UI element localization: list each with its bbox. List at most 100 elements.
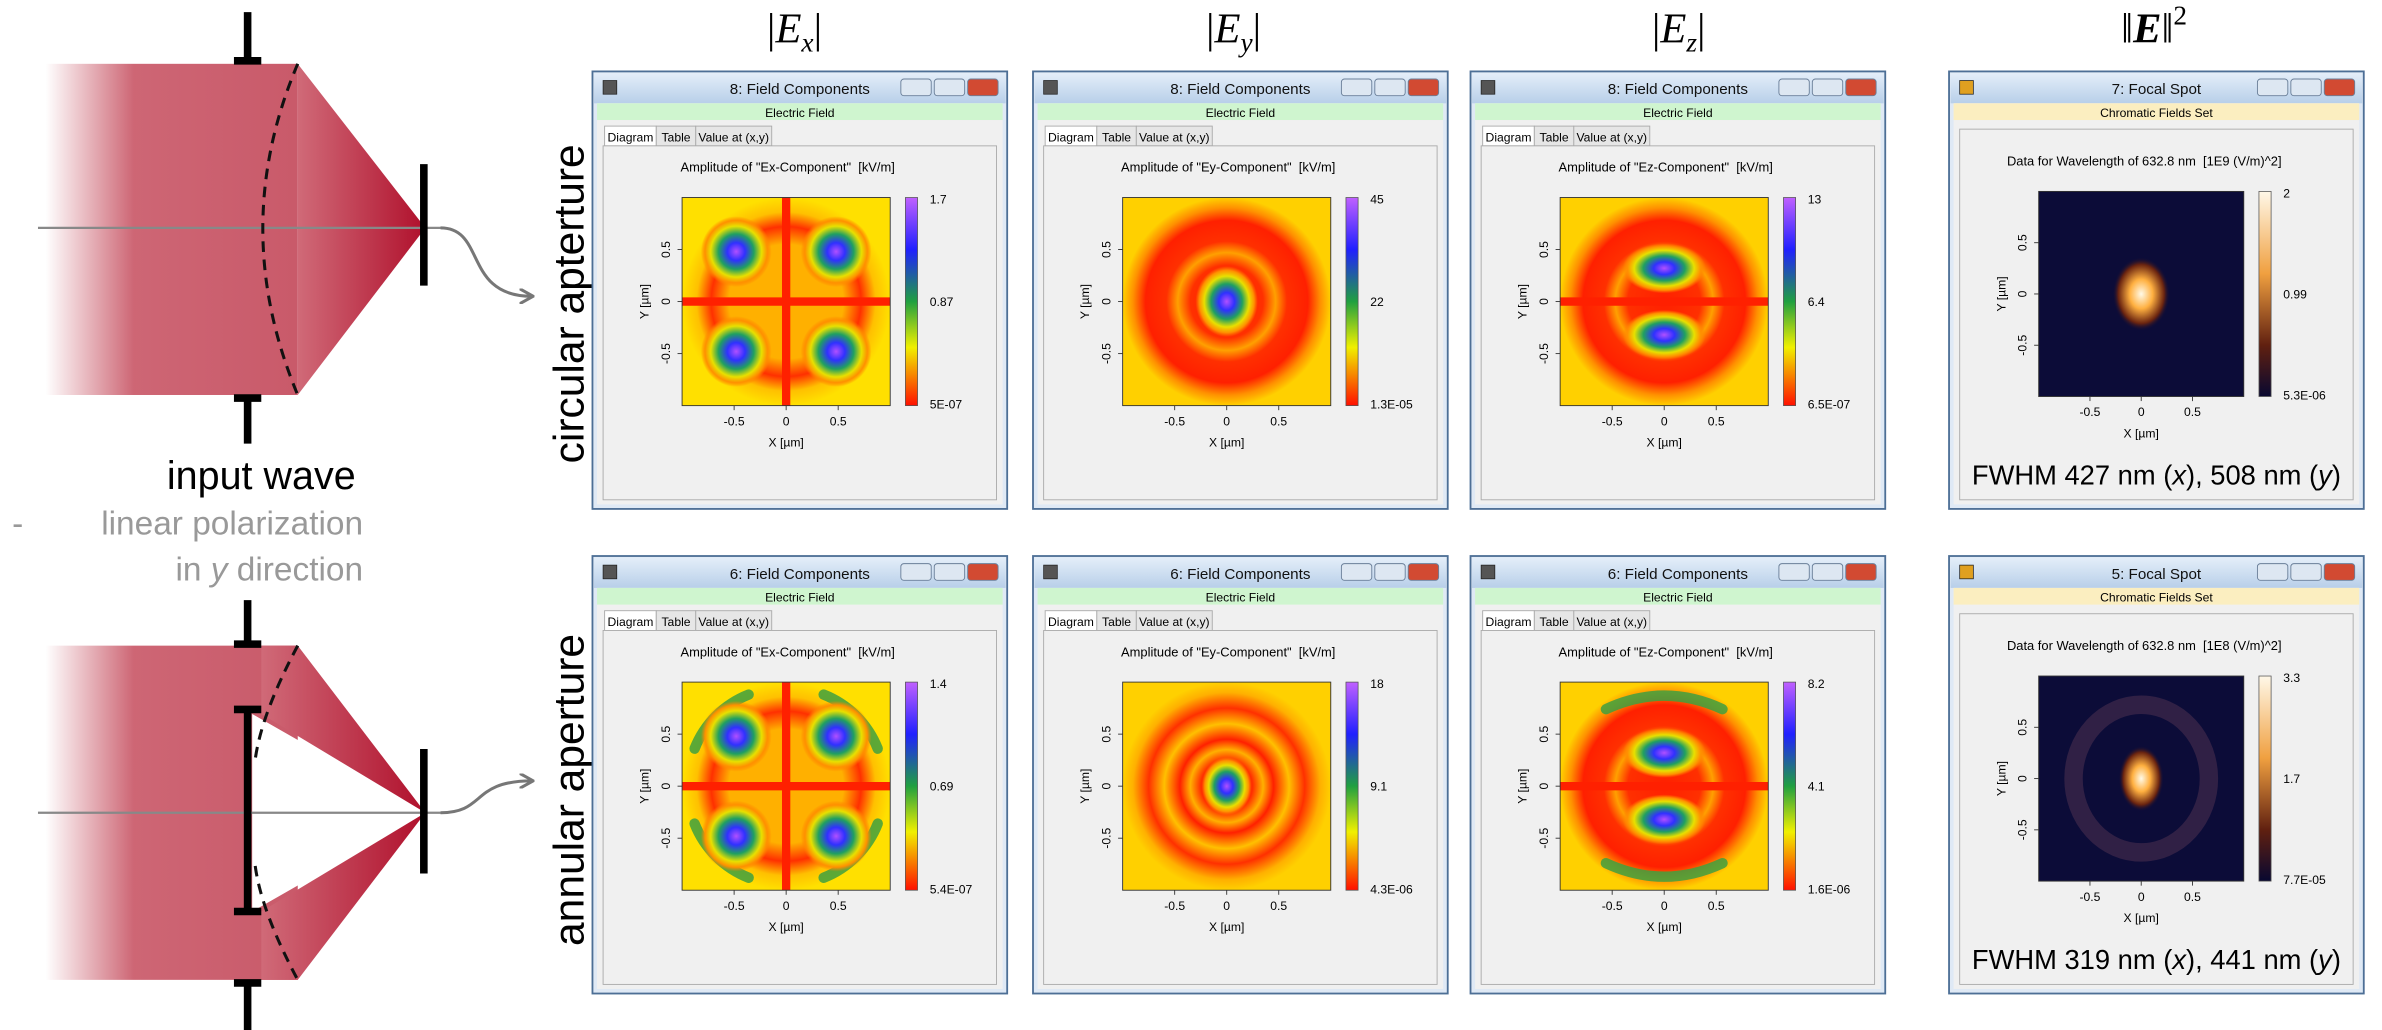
- window-button[interactable]: [968, 564, 998, 581]
- header: ‖E‖2: [2121, 0, 2187, 52]
- y-axis-label: Y [µm]: [638, 769, 652, 804]
- band-label: Electric Field: [1206, 591, 1276, 605]
- y-tick-label: -0.5: [2016, 819, 2030, 840]
- y-tick-label: 0: [2016, 290, 2030, 297]
- x-tick-label: 0: [2138, 405, 2145, 419]
- x-tick-label: 0.5: [1708, 899, 1725, 913]
- y-tick-label: 0.5: [1537, 241, 1551, 258]
- window-button[interactable]: [1408, 79, 1438, 96]
- tab-label: Value at (x,y): [1576, 130, 1647, 144]
- colorbar-label: 6.4: [1808, 295, 1825, 309]
- window-button[interactable]: [934, 79, 964, 96]
- band-label: Electric Field: [1643, 106, 1712, 120]
- window-title: 6: Field Components: [730, 566, 871, 583]
- window-button[interactable]: [1375, 79, 1405, 96]
- colorbar-label: 1.7: [930, 193, 947, 207]
- window-button[interactable]: [968, 79, 998, 96]
- x-tick-label: 0.5: [830, 414, 847, 428]
- header-part: 2: [2173, 0, 2187, 30]
- y-axis-label: Y [µm]: [1994, 761, 2008, 796]
- window-button[interactable]: [1846, 79, 1876, 96]
- window-button[interactable]: [1341, 564, 1371, 581]
- x-axis-label: X [µm]: [1209, 920, 1244, 934]
- y-tick-label: -0.5: [2016, 335, 2030, 356]
- tab-label: Value at (x,y): [698, 130, 769, 144]
- heatmap: [1560, 198, 1768, 406]
- tab-label: Diagram: [607, 615, 653, 629]
- header-part: E: [1213, 6, 1240, 53]
- header-part: ‖: [2121, 6, 2133, 53]
- plot-title: Amplitude of "Ex-Component" [kV/m]: [681, 644, 895, 659]
- window-icon: [603, 81, 617, 95]
- window-button[interactable]: [2324, 79, 2354, 96]
- caption-part: ): [2332, 460, 2341, 491]
- window-button[interactable]: [934, 564, 964, 581]
- heatmap: [2039, 676, 2244, 881]
- input-line: linear polarization: [101, 506, 363, 543]
- header-part: |: [1652, 6, 1661, 53]
- window-button[interactable]: [2291, 564, 2321, 581]
- x-tick-label: -0.5: [1164, 414, 1185, 428]
- y-axis-label: Y [µm]: [1078, 284, 1092, 319]
- window-button[interactable]: [1846, 564, 1876, 581]
- header: |Ez|: [1652, 6, 1706, 58]
- y-tick-label: 0: [659, 298, 673, 305]
- x-tick-label: 0: [783, 899, 790, 913]
- window-button[interactable]: [1779, 79, 1809, 96]
- window-button[interactable]: [1408, 564, 1438, 581]
- y-tick-label: -0.5: [1099, 827, 1113, 848]
- input-part: direction: [228, 551, 364, 588]
- y-tick-label: 0.5: [1099, 725, 1113, 742]
- lobe: [701, 801, 772, 872]
- window-button[interactable]: [1375, 564, 1405, 581]
- tab-label: Table: [1540, 130, 1569, 144]
- window-icon: [1960, 81, 1974, 95]
- row-label: annular aperture: [545, 634, 593, 946]
- x-tick-label: -0.5: [2079, 890, 2100, 904]
- colorbar-label: 18: [1370, 677, 1384, 691]
- window-button[interactable]: [2291, 79, 2321, 96]
- lobe: [1623, 794, 1706, 844]
- colorbar-label: 2: [2283, 187, 2290, 201]
- window-button[interactable]: [901, 79, 931, 96]
- colorbar: [2259, 676, 2271, 881]
- window-icon: [603, 565, 617, 579]
- colorbar-label: 3.3: [2283, 671, 2300, 685]
- window-button[interactable]: [2257, 564, 2287, 581]
- focal-spot: [2119, 746, 2164, 812]
- tab-label: Diagram: [1486, 615, 1532, 629]
- heatmap: [1560, 682, 1768, 890]
- window-button[interactable]: [1341, 79, 1371, 96]
- colorbar-label: 1.4: [930, 677, 947, 691]
- window-title: 8: Field Components: [1170, 81, 1311, 98]
- y-tick-label: 0: [1099, 783, 1113, 790]
- colorbar: [905, 682, 917, 890]
- caption-part: ), 508 nm (: [2186, 460, 2318, 491]
- colorbar-label: 0.99: [2283, 288, 2307, 302]
- annular-setup: [38, 600, 532, 1030]
- y-tick-label: 0.5: [2016, 719, 2030, 736]
- window-button[interactable]: [2324, 564, 2354, 581]
- colorbar-label: 5.3E-06: [2283, 389, 2326, 403]
- y-tick-label: -0.5: [1099, 343, 1113, 364]
- window-button[interactable]: [2257, 79, 2287, 96]
- y-axis-label: Y [µm]: [638, 284, 652, 319]
- tab-label: Value at (x,y): [1139, 130, 1210, 144]
- x-tick-label: -0.5: [1602, 899, 1623, 913]
- plot-title: Amplitude of "Ez-Component" [kV/m]: [1559, 644, 1773, 659]
- lobe: [1195, 266, 1257, 337]
- window-button[interactable]: [1812, 564, 1842, 581]
- band-label: Electric Field: [765, 591, 835, 605]
- y-tick-label: 0.5: [659, 725, 673, 742]
- window-button[interactable]: [1812, 79, 1842, 96]
- window-button[interactable]: [901, 564, 931, 581]
- colorbar-label: 1.3E-05: [1370, 398, 1413, 412]
- header-part: E: [1659, 6, 1686, 53]
- window-button[interactable]: [1779, 564, 1809, 581]
- colorbar-label: 0.69: [930, 780, 954, 794]
- lobe: [701, 316, 772, 387]
- x-tick-label: 0.5: [1270, 899, 1287, 913]
- y-tick-label: 0: [2016, 775, 2030, 782]
- caption-part: ), 441 nm (: [2186, 944, 2318, 975]
- colorbar-label: 22: [1370, 295, 1384, 309]
